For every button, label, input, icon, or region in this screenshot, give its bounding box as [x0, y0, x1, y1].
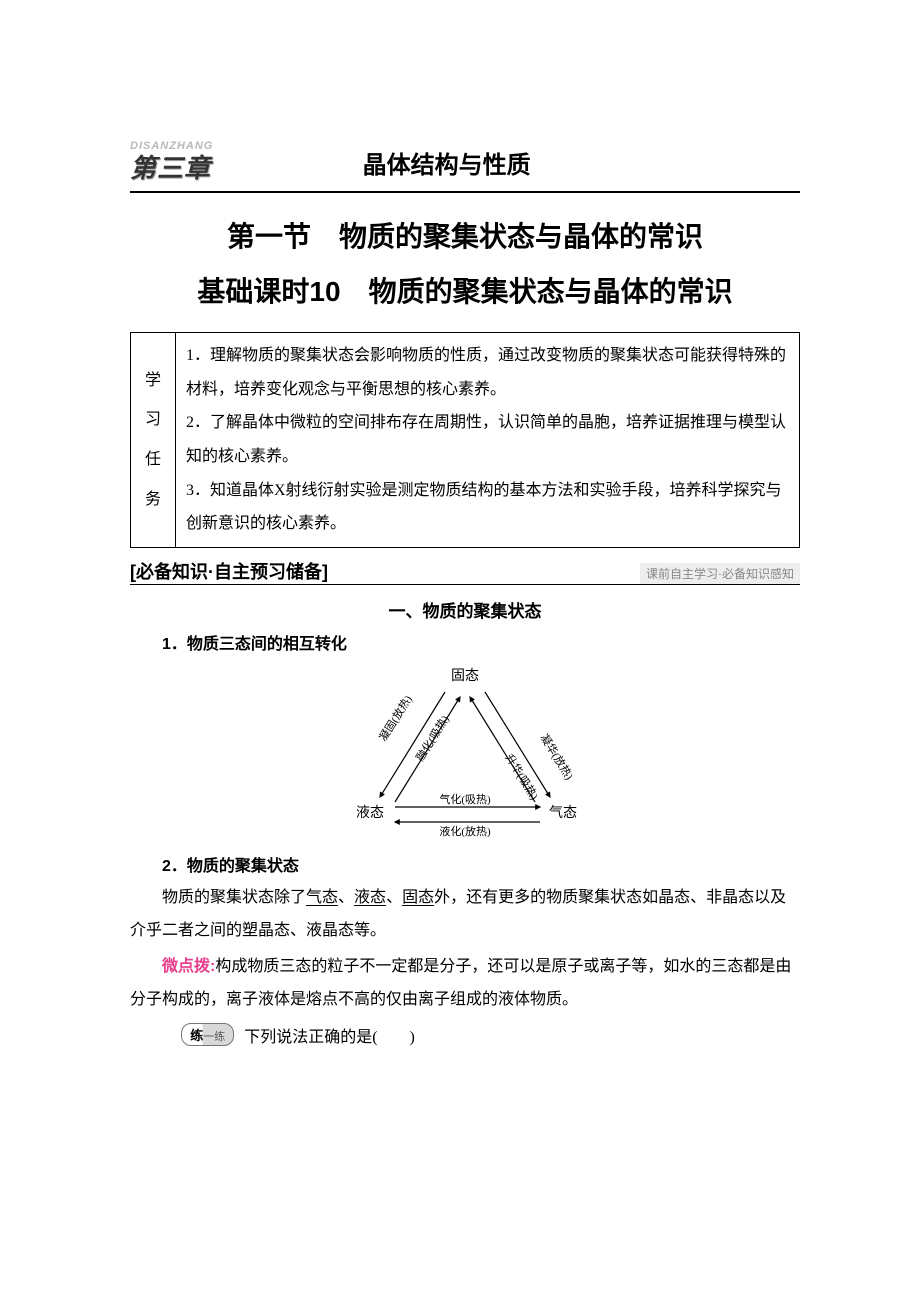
text-sep: 、 [338, 889, 354, 906]
diagram-node-top: 固态 [451, 668, 479, 684]
section-bar-left: [必备知识·自主预习储备] [130, 558, 328, 584]
document-page: DISANZHANG 第三章 晶体结构与性质 第一节 物质的聚集状态与晶体的常识… [0, 0, 920, 1127]
diagram-node-left: 液态 [356, 805, 384, 821]
obj-label-char: 务 [141, 483, 165, 517]
diagram-edge-label: 凝固(放热) [376, 692, 415, 743]
obj-label-char: 任 [141, 443, 165, 477]
point-2-paragraph: 物质的聚集状态除了气态、液态、固态外，还有更多的物质聚集状态如晶态、非晶态以及介… [130, 882, 800, 948]
text-sep: 、 [386, 889, 402, 906]
tip-text: 构成物质三态的粒子不一定都是分子，还可以是原子或离子等，如水的三态都是由分子构成… [130, 958, 791, 1008]
practice-badge: 练一练 [181, 1023, 234, 1046]
objective-item: 1．理解物质的聚集状态会影响物质的性质，通过改变物质的聚集状态可能获得特殊的材料… [186, 339, 789, 406]
underline-term: 气态 [306, 889, 338, 906]
diagram-edge-label: 气化(吸热) [439, 792, 491, 806]
lesson-title: 基础课时10 物质的聚集状态与晶体的常识 [130, 265, 800, 318]
objectives-label-cell: 学 习 任 务 [131, 333, 176, 548]
diagram-node-right: 气态 [549, 805, 577, 821]
tip-label: 微点拨: [162, 958, 215, 975]
tip-paragraph: 微点拨:构成物质三态的粒子不一定都是分子，还可以是原子或离子等，如水的三态都是由… [130, 951, 800, 1017]
section-bar-right: 课前自主学习·必备知识感知 [640, 563, 800, 584]
diagram-edge-label: 凝华(放热) [537, 731, 576, 782]
text-fragment: 物质的聚集状态除了 [162, 889, 306, 906]
objectives-body-cell: 1．理解物质的聚集状态会影响物质的性质，通过改变物质的聚集状态可能获得特殊的材料… [176, 333, 800, 548]
practice-question: 下列说法正确的是( ) [244, 1023, 415, 1047]
obj-label-char: 习 [141, 403, 165, 437]
point-2-heading: 2．物质的聚集状态 [130, 852, 800, 876]
chapter-number-cn: 第三章 [130, 148, 213, 185]
badge-text-2: 一练 [203, 1031, 225, 1043]
objectives-table: 学 习 任 务 1．理解物质的聚集状态会影响物质的性质，通过改变物质的聚集状态可… [130, 332, 800, 548]
badge-text-1: 练 [190, 1028, 203, 1043]
objective-item: 2．了解晶体中微粒的空间排布存在周期性，认识简单的晶胞，培养证据推理与模型认知的… [186, 406, 789, 473]
chapter-label-block: DISANZHANG 第三章 [130, 140, 213, 185]
diagram-edge-label: 融化(吸热) [413, 712, 452, 763]
diagram-edge-label: 液化(放热) [439, 824, 491, 838]
underline-term: 固态 [402, 889, 434, 906]
chapter-title: 晶体结构与性质 [213, 145, 800, 180]
point-1-heading: 1．物质三态间的相互转化 [130, 630, 800, 654]
objective-item: 3．知道晶体X射线衍射实验是测定物质结构的基本方法和实验手段，培养科学探究与创新… [186, 474, 789, 541]
practice-row: 练一练 下列说法正确的是( ) [130, 1023, 800, 1047]
obj-label-char: 学 [141, 364, 165, 398]
section-bar: [必备知识·自主预习储备] 课前自主学习·必备知识感知 [130, 558, 800, 585]
section-title: 第一节 物质的聚集状态与晶体的常识 [130, 215, 800, 255]
diagram-edge-label: 升华(吸热) [502, 751, 541, 802]
state-triangle-diagram: 固态 液态 气态 凝固(放热) 融化(吸热) 凝华(放热) 升华(吸热) 气化(… [315, 662, 615, 842]
chapter-header: DISANZHANG 第三章 晶体结构与性质 [130, 140, 800, 193]
underline-term: 液态 [354, 889, 386, 906]
sub-heading-1: 一、物质的聚集状态 [130, 597, 800, 622]
